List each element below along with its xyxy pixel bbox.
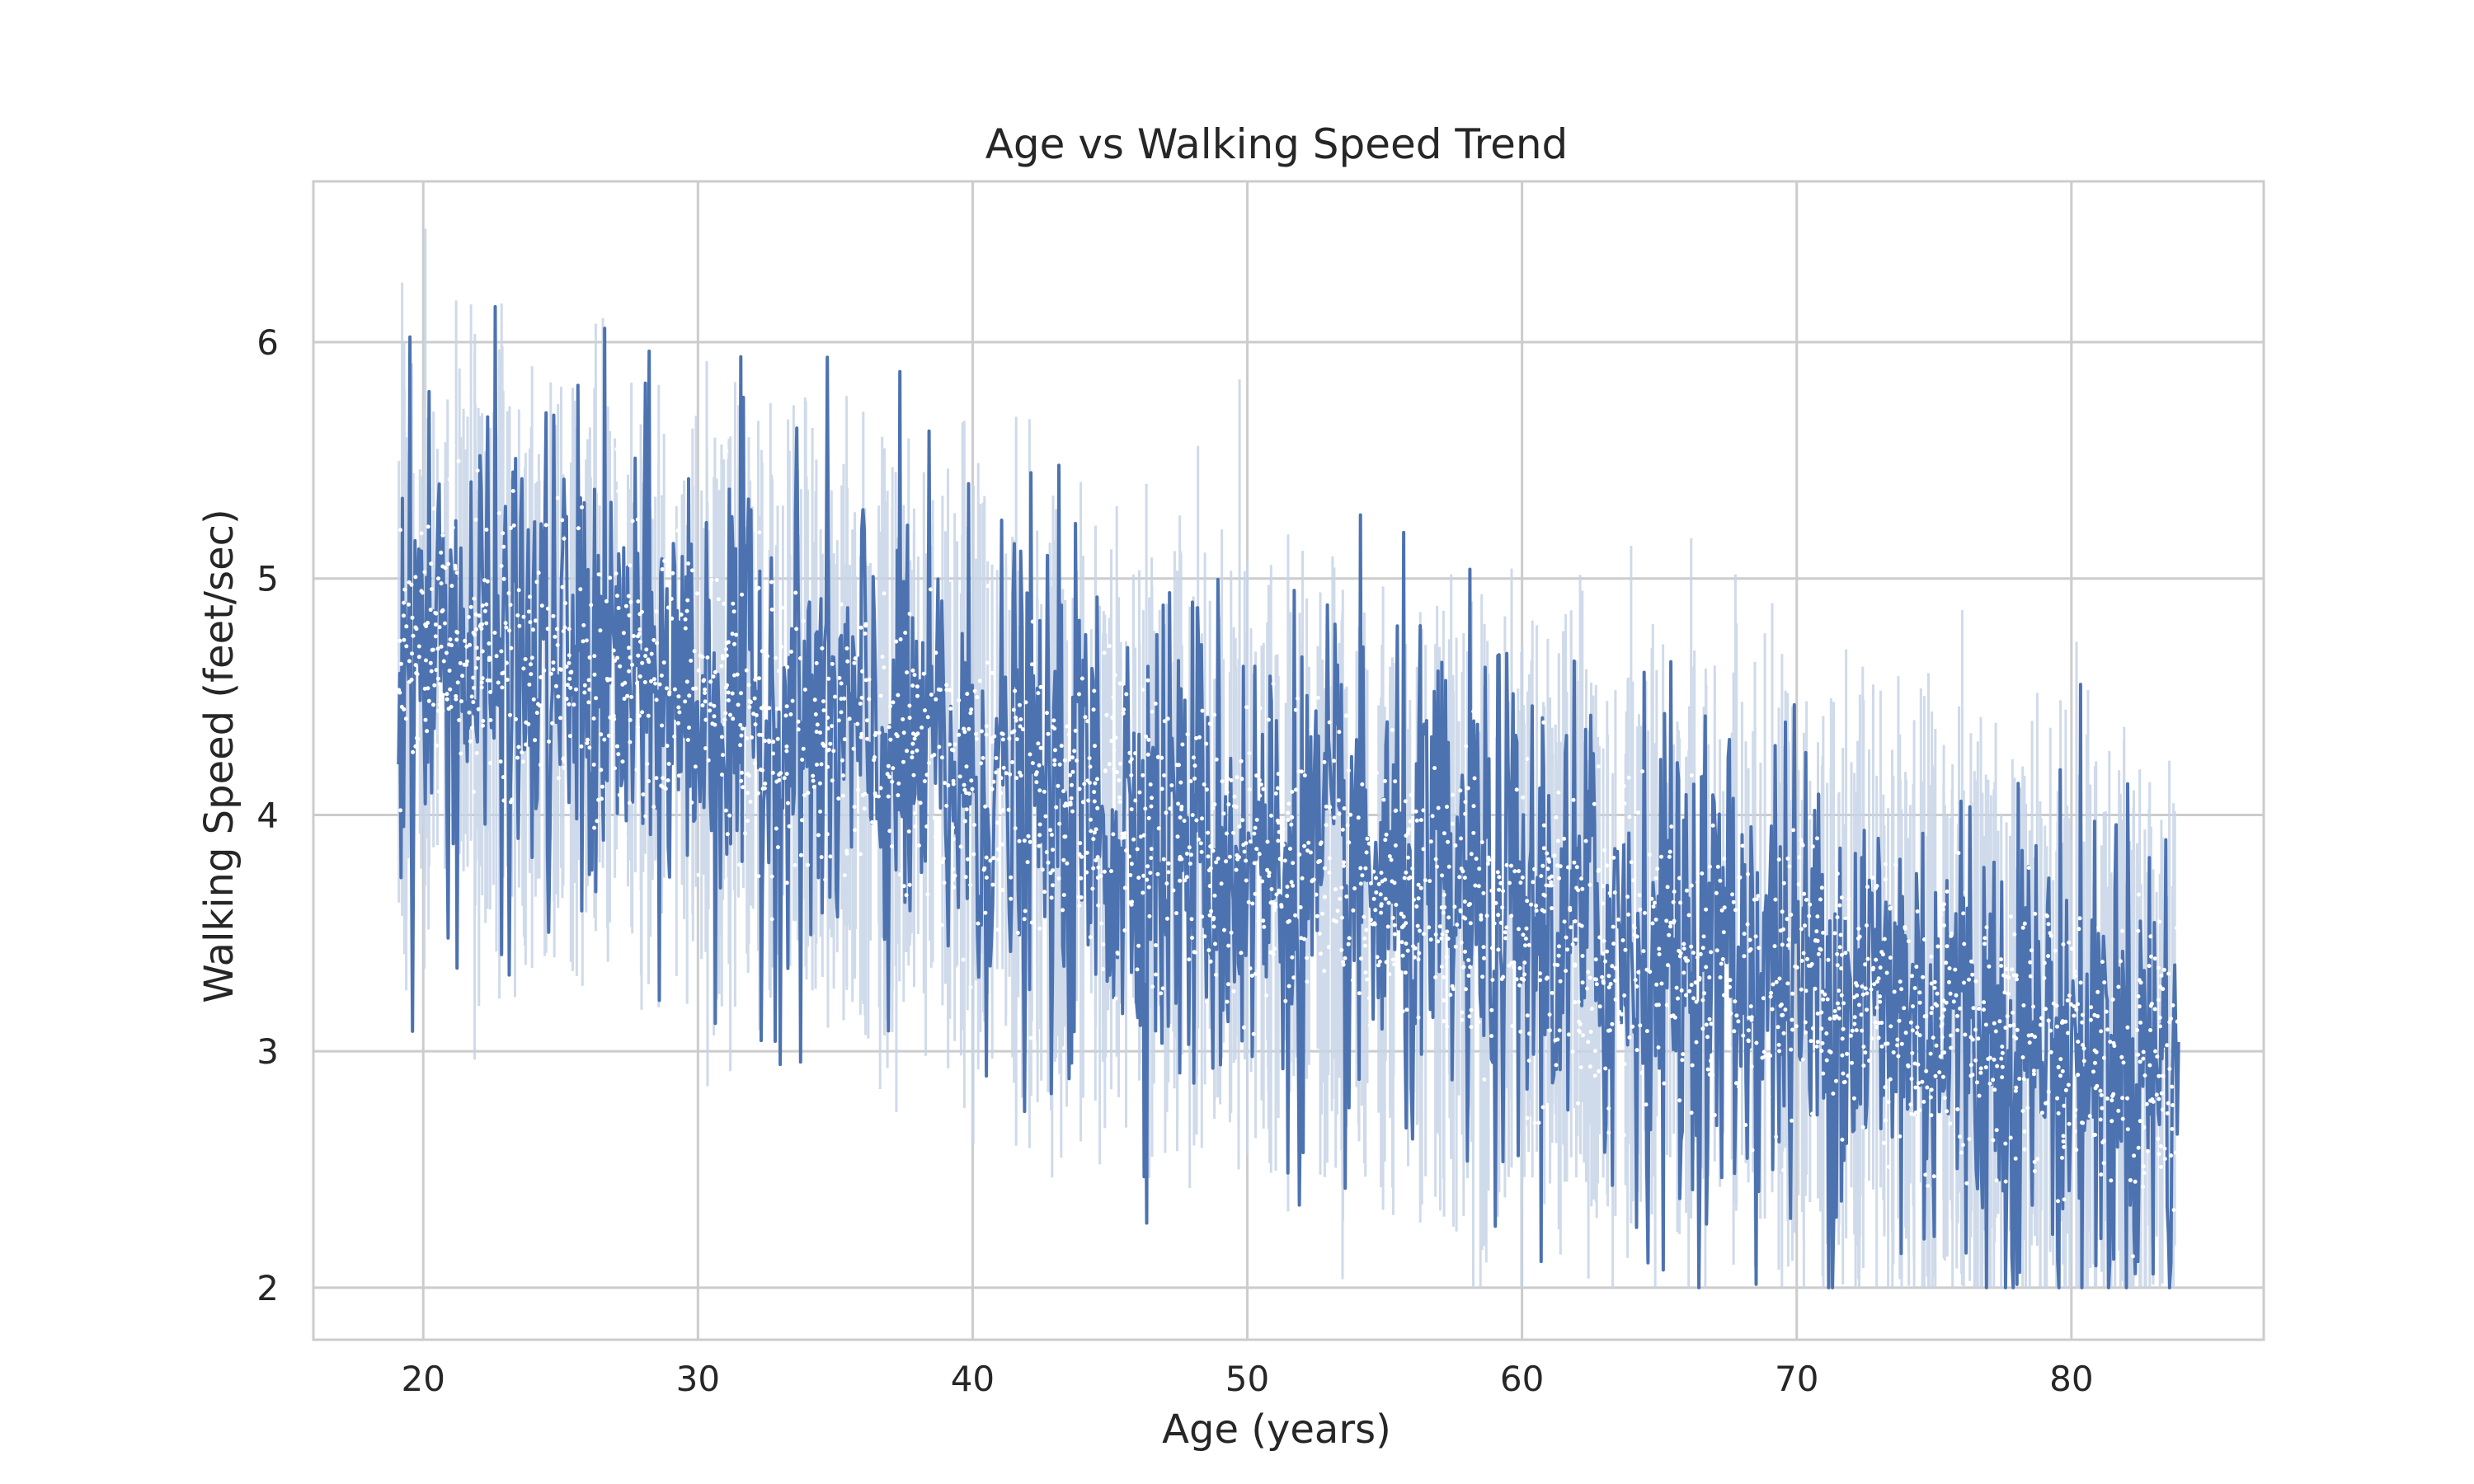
y-axis-label: Walking Speed (feet/sec) [196, 509, 242, 1003]
data-series [397, 305, 2180, 1289]
x-tick-label: 70 [1775, 1359, 1818, 1399]
x-tick-label: 30 [676, 1359, 720, 1399]
y-tick-label: 5 [256, 559, 279, 599]
y-tick-label: 3 [256, 1031, 279, 1072]
x-tick-label: 60 [1500, 1359, 1544, 1399]
x-axis-ticks: 20 30 40 50 60 70 80 [402, 1359, 2094, 1399]
y-tick-label: 4 [256, 795, 279, 835]
series-line [397, 305, 2180, 1289]
chart-title: Age vs Walking Speed Trend [985, 120, 1569, 168]
y-tick-label: 2 [256, 1268, 279, 1308]
x-axis-label: Age (years) [1162, 1407, 1391, 1453]
y-tick-label: 6 [256, 322, 279, 363]
x-tick-label: 80 [2049, 1359, 2093, 1399]
x-tick-label: 20 [402, 1359, 445, 1399]
x-tick-label: 40 [951, 1359, 995, 1399]
x-tick-label: 50 [1225, 1359, 1269, 1399]
plot-frame [312, 180, 2265, 1341]
y-axis-ticks: 2 3 4 5 6 [256, 322, 279, 1308]
